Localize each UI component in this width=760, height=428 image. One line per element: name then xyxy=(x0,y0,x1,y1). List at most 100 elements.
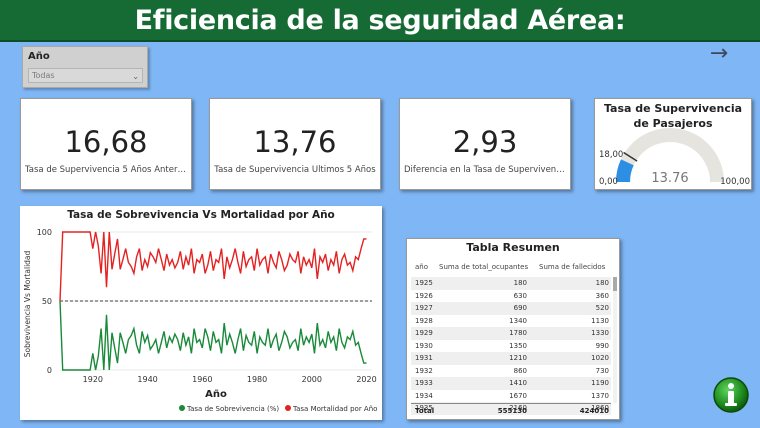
gauge-title-line2: de Pasajeros xyxy=(633,117,713,130)
cell-year: 1931 xyxy=(415,354,433,362)
page-title: Eficiencia de la seguridad Aérea: xyxy=(134,5,626,36)
x-tick-label: 2000 xyxy=(302,375,322,384)
table-scrollbar[interactable] xyxy=(613,277,617,403)
cell-year: 1927 xyxy=(415,304,433,312)
kpi-label: Diferencia en la Tasa de Supervivencia xyxy=(404,165,566,175)
cell-deaths: 1860 xyxy=(591,404,609,412)
x-axis-label: Año xyxy=(205,389,227,400)
series-line-mortality xyxy=(59,231,367,302)
line-chart-card: Tasa de Sobrevivencia Vs Mortalidad por … xyxy=(20,206,382,420)
chart-title: Tasa de Sobrevivencia Vs Mortalidad por … xyxy=(67,209,335,221)
cell-deaths: 520 xyxy=(595,304,609,312)
cell-occupants: 860 xyxy=(513,366,527,375)
table-row[interactable]: 1932 860 730 xyxy=(411,365,611,378)
cell-year: 1930 xyxy=(415,341,433,350)
cell-occupants: 1340 xyxy=(509,316,527,325)
total-deaths: 424010 xyxy=(579,407,609,415)
cell-year: 1925 xyxy=(415,279,433,287)
cell-occupants: 180 xyxy=(513,279,527,287)
kpi-label: Tasa de Supervivencia 5 Años Anterio... xyxy=(25,165,187,175)
series-line-survival xyxy=(59,300,367,371)
col-header-occupants[interactable]: Suma de total_ocupantes xyxy=(439,263,529,271)
year-slicer: Año Todas ⌄ xyxy=(22,46,148,88)
gauge-min-label: 0,00 xyxy=(599,177,618,187)
cell-occupants: 1210 xyxy=(509,354,527,362)
legend-label: Tasa de Sobrevivencia (%) xyxy=(186,405,279,413)
line-chart: Tasa de Sobrevivencia Vs Mortalidad por … xyxy=(23,209,377,413)
table-row[interactable]: 1926 630 360 xyxy=(411,290,611,303)
cell-deaths: 990 xyxy=(595,341,609,350)
x-tick-label: 1980 xyxy=(247,375,267,384)
cell-occupants: 1350 xyxy=(509,341,527,350)
cell-year: 1929 xyxy=(415,329,433,337)
x-tick-label: 1920 xyxy=(83,375,103,384)
kpi-value: 13,76 xyxy=(253,125,337,159)
table-body: 1925 180 180 1926 630 360 1927 690 520 1928 1340 11… xyxy=(411,277,611,415)
cell-deaths: 180 xyxy=(595,279,609,287)
cell-deaths: 730 xyxy=(595,366,609,375)
y-tick-label: 100 xyxy=(37,228,52,237)
y-tick-label: 50 xyxy=(42,297,52,306)
table-row[interactable]: 1931 1210 1020 xyxy=(411,352,611,365)
kpi-card-prev5: 16,68 Tasa de Supervivencia 5 Años Anter… xyxy=(20,98,192,190)
gauge-target-label: 18,00 xyxy=(599,150,623,160)
cell-occupants: 2160 xyxy=(509,404,527,412)
cell-occupants: 1670 xyxy=(509,391,527,400)
year-dropdown[interactable]: Todas ⌄ xyxy=(28,68,143,83)
arrow-right-icon[interactable]: → xyxy=(709,41,729,66)
cell-deaths: 1330 xyxy=(591,329,609,337)
legend-marker xyxy=(179,405,185,411)
gauge-max-label: 100,00 xyxy=(720,177,750,187)
table-row[interactable]: 1929 1780 1330 xyxy=(411,327,611,340)
cell-year: 1926 xyxy=(415,291,433,300)
total-label: Total xyxy=(415,407,435,415)
table-row[interactable]: 1925 180 180 xyxy=(411,277,611,290)
gauge-target-marker xyxy=(623,151,638,162)
cell-year: 1935 xyxy=(415,404,433,412)
gauge-fill xyxy=(616,159,634,183)
legend-label: Tasa Mortalidad por Año xyxy=(292,405,377,413)
kpi-value: 2,93 xyxy=(452,125,518,159)
scrollbar-thumb[interactable] xyxy=(613,277,617,291)
kpi-value: 16,68 xyxy=(64,125,148,159)
kpi-label: Tasa de Supervivencia Últimos 5 Años xyxy=(214,165,376,175)
table-row[interactable]: 1934 1670 1370 xyxy=(411,390,611,403)
gauge-title: Tasa de Supervivencia de Pasajeros xyxy=(595,101,751,131)
summary-table: Tabla Resumen año Suma de total_ocupante… xyxy=(406,238,620,420)
table-total-row: Total 555130 424010 xyxy=(411,403,611,417)
header-banner xyxy=(0,0,760,42)
kpi-card-diff: 2,93 Diferencia en la Tasa de Superviven… xyxy=(399,98,571,190)
cell-deaths: 1190 xyxy=(591,379,609,387)
total-occupants: 555130 xyxy=(497,407,527,415)
cell-deaths: 360 xyxy=(595,291,609,300)
gauge-value-label: 13.76 xyxy=(651,171,688,186)
table-header: año Suma de total_ocupantes Suma de fall… xyxy=(411,261,611,275)
gauge-card: Tasa de Supervivencia de Pasajeros 0,00 … xyxy=(594,98,752,190)
dropdown-value: Todas xyxy=(32,71,55,80)
cell-year: 1933 xyxy=(415,379,433,387)
y-axis-label: Sobrevivencia Vs Mortalidad xyxy=(23,250,32,357)
kpi-card-last5: 13,76 Tasa de Supervivencia Últimos 5 Añ… xyxy=(209,98,381,190)
x-tick-label: 1940 xyxy=(137,375,157,384)
table-row[interactable]: 1928 1340 1130 xyxy=(411,315,611,328)
col-header-deaths[interactable]: Suma de fallecidos xyxy=(539,263,606,271)
cell-occupants: 1780 xyxy=(509,329,527,337)
table-row[interactable]: 1935 2160 1860 xyxy=(411,402,611,415)
gauge-track xyxy=(616,128,724,183)
info-icon[interactable] xyxy=(712,376,750,414)
x-tick-label: 2020 xyxy=(356,375,376,384)
x-tick-label: 1960 xyxy=(192,375,212,384)
col-header-year[interactable]: año xyxy=(415,263,429,271)
y-tick-label: 0 xyxy=(47,366,52,375)
cell-year: 1928 xyxy=(415,316,433,325)
gauge-title-line1: Tasa de Supervivencia xyxy=(603,102,743,115)
table-row[interactable]: 1930 1350 990 xyxy=(411,340,611,353)
table-row[interactable]: 1933 1410 1190 xyxy=(411,377,611,390)
chevron-down-icon: ⌄ xyxy=(132,72,139,81)
cell-deaths: 1020 xyxy=(591,354,609,362)
table-title: Tabla Resumen xyxy=(466,241,560,254)
cell-occupants: 1410 xyxy=(509,379,527,387)
cell-occupants: 690 xyxy=(513,304,527,312)
cell-deaths: 1130 xyxy=(591,316,609,325)
table-row[interactable]: 1927 690 520 xyxy=(411,302,611,315)
